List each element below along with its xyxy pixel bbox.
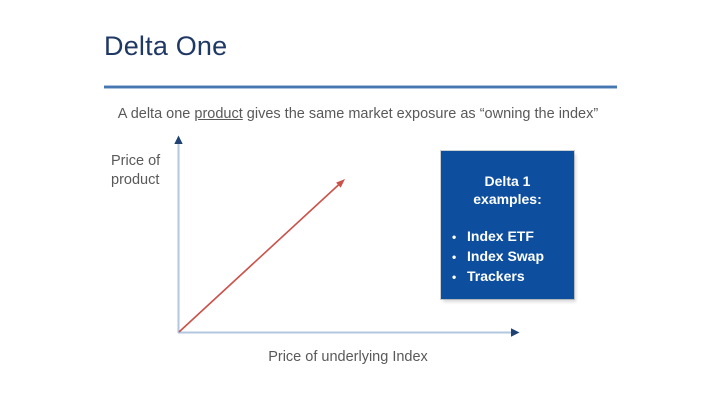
list-item-label: Index ETF (467, 228, 534, 244)
subtitle-text-post: gives the same market exposure as “ownin… (242, 106, 599, 122)
examples-list: • Index ETF • Index Swap • Trackers (441, 227, 574, 287)
examples-box: Delta 1 examples: • Index ETF • Index Swap… (441, 151, 574, 299)
y-axis-arrowhead-icon (174, 135, 183, 144)
subtitle: A delta one product gives the same marke… (58, 106, 658, 122)
y-axis-label-line2: product (111, 172, 160, 188)
list-item: • Index Swap (452, 247, 574, 267)
examples-heading: Delta 1 examples: (441, 151, 574, 208)
list-item: • Index ETF (452, 227, 574, 247)
title-divider (104, 86, 617, 88)
examples-heading-line2: examples: (473, 191, 542, 207)
y-axis-label: Price of product (111, 152, 160, 190)
bullet-icon: • (452, 230, 457, 244)
examples-heading-line1: Delta 1 (484, 173, 531, 189)
bullet-icon: • (452, 250, 457, 264)
list-item-label: Index Swap (467, 248, 545, 264)
bullet-icon: • (452, 270, 457, 284)
list-item-label: Trackers (467, 268, 525, 284)
x-axis-label: Price of underlying Index (268, 349, 428, 365)
subtitle-underlined-word: product (194, 106, 243, 122)
y-axis-label-line1: Price of (111, 153, 161, 169)
x-axis-arrowhead-icon (511, 328, 520, 337)
subtitle-text-pre: A delta one (117, 106, 195, 122)
list-item: • Trackers (452, 267, 574, 287)
page-title: Delta One (104, 31, 228, 61)
delta-line-arrowhead-icon (336, 179, 345, 188)
delta-one-line (178, 182, 341, 333)
